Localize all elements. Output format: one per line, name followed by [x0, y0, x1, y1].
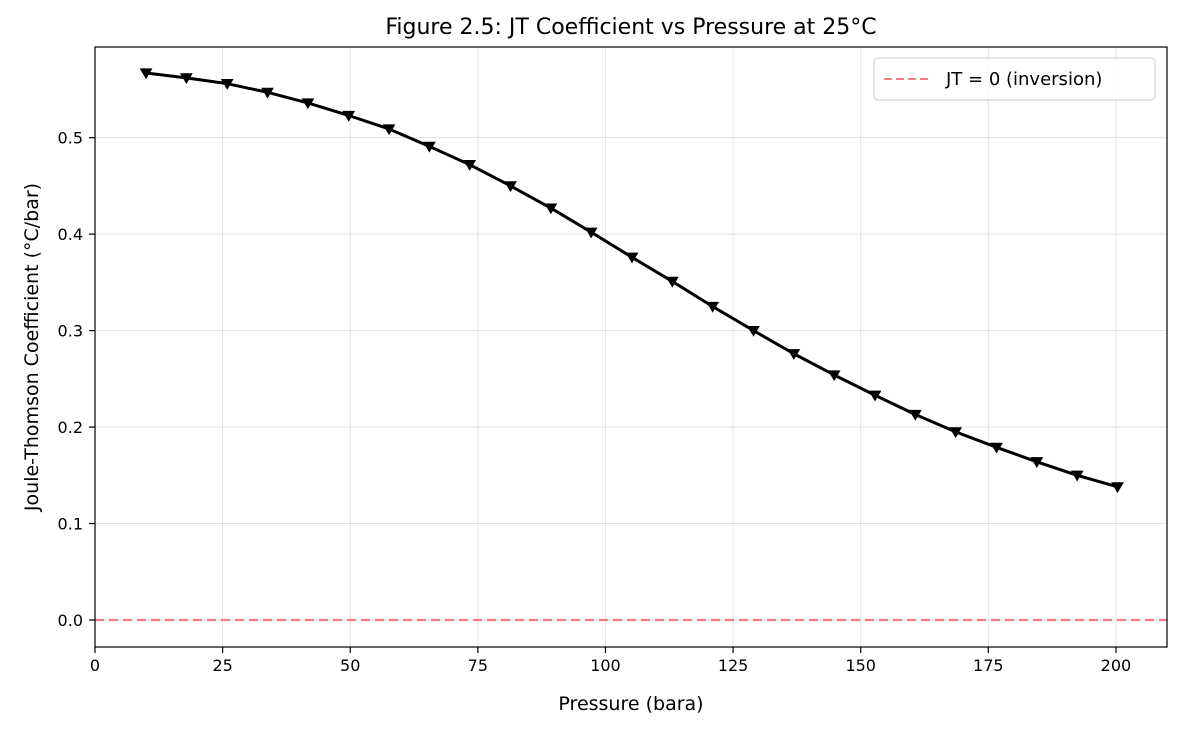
data-point-marker	[422, 141, 436, 153]
x-tick-label: 200	[1101, 656, 1132, 675]
y-axis-label: Joule-Thomson Coefficient (°C/bar)	[21, 183, 43, 512]
data-point-marker	[342, 110, 356, 122]
legend: JT = 0 (inversion)	[873, 57, 1156, 101]
data-point-marker	[625, 252, 639, 264]
data-point-marker	[787, 349, 801, 360]
plot-frame	[94, 46, 1168, 648]
x-tick-label: 100	[590, 656, 621, 675]
x-tick-label: 125	[718, 656, 749, 675]
y-tick-label: 0.3	[58, 322, 83, 341]
data-point-marker	[706, 301, 720, 313]
data-point-marker	[827, 370, 841, 382]
data-point-marker	[463, 160, 477, 171]
series-layer	[139, 68, 1124, 494]
data-point-marker	[261, 87, 274, 99]
legend-entry-reference-line: JT = 0 (inversion)	[945, 69, 1102, 90]
data-point-marker	[949, 427, 963, 439]
y-axis-ticks: 0.0 0.1 0.2 0.3 0.4 0.5	[58, 129, 95, 630]
data-point-marker	[301, 98, 315, 110]
x-axis-label: Pressure (bara)	[558, 693, 703, 715]
data-point-marker	[990, 442, 1003, 454]
data-point-marker	[747, 325, 760, 337]
data-point-marker	[868, 390, 882, 402]
data-point-marker	[544, 203, 558, 215]
x-tick-label: 50	[340, 656, 360, 675]
data-point-marker	[1111, 482, 1124, 494]
data-point-marker	[908, 409, 922, 421]
y-tick-label: 0.1	[58, 515, 83, 534]
x-tick-label: 175	[973, 656, 1004, 675]
data-point-marker	[220, 79, 234, 90]
chart-title: Figure 2.5: JT Coefficient vs Pressure a…	[385, 15, 876, 40]
data-point-marker	[665, 276, 679, 288]
data-point-marker	[382, 124, 396, 136]
data-point-marker	[504, 181, 517, 193]
y-tick-label: 0.4	[58, 225, 83, 244]
y-tick-label: 0.2	[58, 418, 83, 437]
data-point-marker	[1070, 470, 1084, 482]
data-point-marker	[180, 73, 193, 85]
y-tick-label: 0.0	[58, 611, 83, 630]
x-tick-label: 150	[845, 656, 876, 675]
data-point-marker	[584, 227, 598, 239]
data-point-marker	[139, 68, 153, 80]
x-tick-label: 0	[90, 656, 100, 675]
y-tick-label: 0.5	[58, 129, 83, 148]
legend-box	[873, 57, 1156, 101]
data-point-marker	[1030, 457, 1044, 469]
x-tick-label: 75	[468, 656, 488, 675]
x-tick-label: 25	[212, 656, 232, 675]
x-axis-ticks: 0 25 50 75 100 125 150 175 200	[90, 647, 1131, 675]
